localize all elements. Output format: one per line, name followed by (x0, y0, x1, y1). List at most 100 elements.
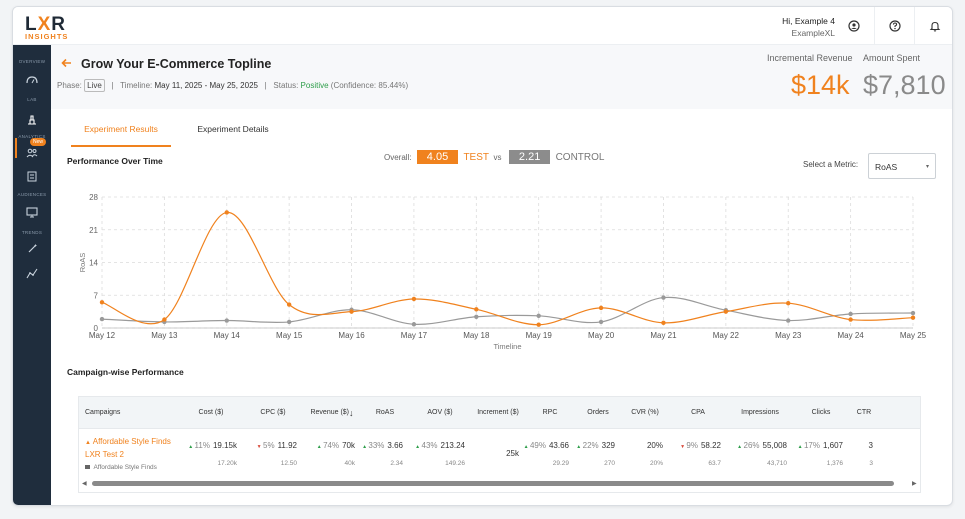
folder-icon (85, 465, 90, 469)
control-data-point (848, 311, 853, 317)
control-series-line (101, 296, 914, 325)
test-value: 20% (646, 441, 663, 450)
metric-select-label: Select a Metric: (803, 160, 859, 169)
test-value: 213.24 (440, 441, 465, 450)
sidebar-section-audiences: AUDIENCES (17, 192, 47, 197)
test-data-point (848, 317, 853, 322)
timeline-label: Timeline: (120, 81, 153, 90)
column-header[interactable]: Impressions (741, 408, 779, 416)
test-value: 3.66 (387, 441, 403, 450)
metric-select-value: RoAS (875, 162, 898, 172)
control-value: 12.50 (280, 460, 297, 467)
control-value: 40k (344, 460, 355, 467)
x-tick-label: May 14 (214, 331, 241, 340)
help-icon[interactable] (874, 7, 914, 45)
control-value: 1,376 (826, 460, 843, 467)
y-axis-label: RoAS (78, 253, 87, 273)
user-org: ExampleXL (791, 28, 835, 38)
column-header[interactable]: RoAS (375, 408, 395, 416)
top-bar: LXR INSIGHTS Hi, Example 4 ExampleXL (13, 7, 952, 45)
control-value: 43,710 (767, 460, 787, 467)
logo[interactable]: LXR INSIGHTS (25, 15, 68, 41)
column-header[interactable]: CVR (%) (631, 408, 659, 416)
cell-value: ▼ 9% 58.22 (680, 441, 721, 450)
column-header[interactable]: CPC ($) (260, 408, 286, 416)
table-scrollbar[interactable]: ◀ ▶ (82, 480, 920, 488)
x-tick-label: May 15 (276, 331, 303, 340)
column-header[interactable]: AOV ($) (427, 408, 453, 416)
change-percent: 17% (803, 441, 820, 450)
gauge-icon[interactable] (22, 71, 42, 89)
change-percent: 9% (686, 441, 698, 450)
sidebar: OVERVIEW LAB New ANALYTICS AUDIENCES TRE… (13, 45, 51, 505)
lab-icon[interactable] (22, 111, 42, 129)
overall-comparison: Overall: 4.05 TEST vs 2.21 CONTROL (384, 150, 604, 168)
calculator-icon[interactable] (22, 167, 42, 185)
sort-arrow-icon[interactable]: ↓ (349, 407, 354, 418)
table-cell: ▼ 5% 11.92 12.50 (243, 429, 303, 477)
x-tick-label: May 24 (837, 331, 864, 340)
column-header[interactable]: Increment ($) (477, 408, 519, 416)
test-data-point (99, 300, 105, 305)
user-info: Hi, Example 4 ExampleXL (782, 15, 835, 39)
column-header[interactable]: CPA (691, 408, 705, 416)
performance-title: Performance Over Time (67, 156, 163, 166)
test-data-point (723, 309, 729, 314)
change-percent: 43% (421, 441, 438, 450)
page-title: Grow Your E-Commerce Topline (81, 57, 272, 71)
column-header[interactable]: RPC (542, 408, 558, 416)
control-label: CONTROL (555, 152, 605, 163)
test-data-point (661, 320, 666, 326)
user-shield-icon[interactable] (834, 7, 874, 45)
status-label: Status: (273, 81, 299, 90)
control-data-point (411, 322, 417, 327)
tab-experiment-details[interactable]: Experiment Details (197, 124, 269, 134)
tab-experiment-results[interactable]: Experiment Results (71, 119, 171, 147)
phase-badge: Live (84, 79, 105, 92)
campaign-name-text: Affordable Style Finds LXR Test 2 (85, 437, 171, 459)
test-data-point (598, 305, 604, 311)
change-percent: 74% (323, 441, 340, 450)
control-data-point (286, 319, 292, 325)
campaign-name[interactable]: ▲ Affordable Style Finds LXR Test 2 (85, 436, 177, 461)
cell-value: ▲ 49% 43.66 (524, 441, 569, 450)
test-data-point (224, 210, 229, 215)
logo-main: LXR (25, 14, 67, 35)
cell-value: ▲ 43% 213.24 (415, 441, 465, 450)
magic-wand-icon[interactable] (22, 239, 42, 257)
monitor-icon[interactable] (22, 203, 42, 221)
x-tick-label: May 20 (588, 331, 615, 340)
column-header[interactable]: Revenue ($) ↓ (310, 407, 354, 418)
table-cell: 25k (471, 429, 525, 477)
change-percent: 33% (368, 441, 385, 450)
users-icon[interactable] (22, 144, 42, 162)
x-tick-label: May 25 (900, 331, 927, 340)
back-arrow-icon[interactable] (61, 55, 72, 71)
table-row[interactable]: ▲ Affordable Style Finds LXR Test 2 Affo… (79, 428, 920, 477)
trend-up-icon: ▲ (523, 444, 530, 450)
control-value: 2.21 (508, 150, 551, 164)
column-header[interactable]: Clicks (811, 408, 831, 416)
table-cell: ▲ 17% 1,607 1,376 (793, 429, 849, 477)
column-header[interactable]: Cost ($) (198, 408, 224, 416)
x-tick-label: May 22 (713, 331, 740, 340)
scroll-left-icon[interactable]: ◀ (82, 481, 87, 487)
test-value: 55,008 (762, 441, 787, 450)
test-data-point (536, 322, 541, 327)
scrollbar-thumb[interactable] (92, 481, 894, 486)
test-value: 1,607 (822, 441, 843, 450)
column-header[interactable]: Campaigns (85, 408, 121, 416)
control-value: 20% (649, 460, 663, 467)
campaign-cell: ▲ Affordable Style Finds LXR Test 2 Affo… (79, 429, 179, 477)
trend-line-icon[interactable] (22, 264, 42, 282)
metric-select[interactable]: RoAS ▾ (868, 153, 936, 179)
y-tick-label: 7 (94, 291, 99, 300)
test-data-point (786, 301, 791, 306)
scroll-right-icon[interactable]: ▶ (912, 481, 917, 487)
test-data-point (910, 315, 916, 320)
column-header[interactable]: CTR (856, 408, 872, 416)
column-header[interactable]: Orders (587, 408, 609, 416)
test-series-line (101, 211, 914, 326)
table-cell: ▼ 9% 58.22 63.7 (669, 429, 727, 477)
bell-icon[interactable] (914, 7, 952, 45)
